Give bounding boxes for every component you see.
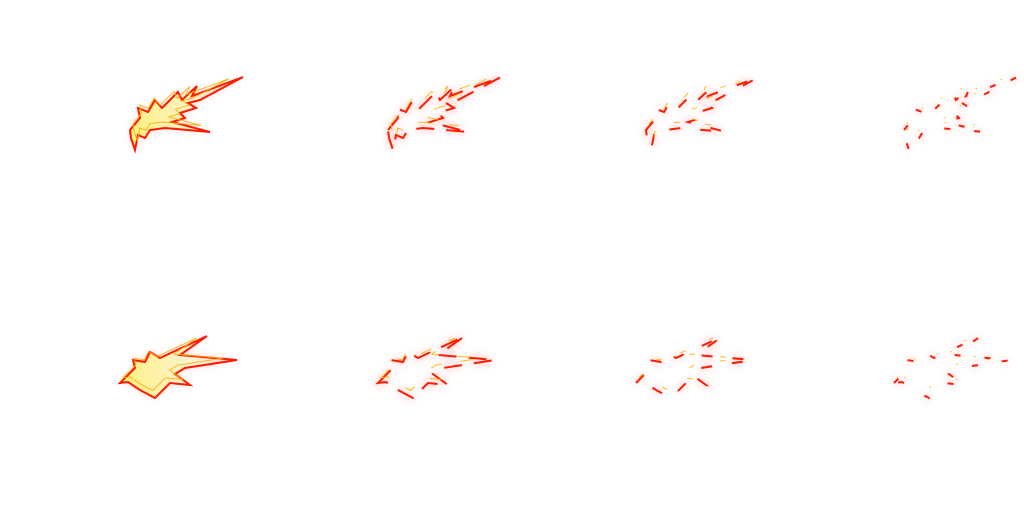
flame-inner-fragments [895, 337, 997, 392]
flame-fragments [633, 335, 754, 400]
flame-fragments [375, 335, 496, 400]
slash-a-frame-4 [901, 74, 1019, 160]
glow [643, 74, 761, 160]
slash-b-frame-3 [629, 333, 754, 402]
glow [887, 333, 1012, 402]
flame-inner-fragments [637, 337, 739, 392]
slash-a-frame-3 [643, 74, 761, 160]
flame-inner-edge [121, 337, 223, 392]
slash-b-frame-4 [887, 333, 1012, 402]
slash-b-frame-2 [371, 333, 496, 402]
flame-inner-fragments [379, 337, 481, 392]
flame-shape [128, 76, 244, 154]
slash-a-frame-1 [128, 76, 244, 154]
glow [901, 74, 1019, 160]
glow [385, 74, 503, 160]
flame-fragments [891, 335, 1012, 400]
flame-fragments [386, 76, 502, 154]
slash-b-frame-1 [117, 335, 238, 400]
flame-fragments [902, 76, 1018, 154]
slash-a-frame-2 [385, 74, 503, 160]
flame-inner-edge [132, 78, 230, 143]
flame-shape [117, 335, 238, 400]
glow [371, 333, 496, 402]
